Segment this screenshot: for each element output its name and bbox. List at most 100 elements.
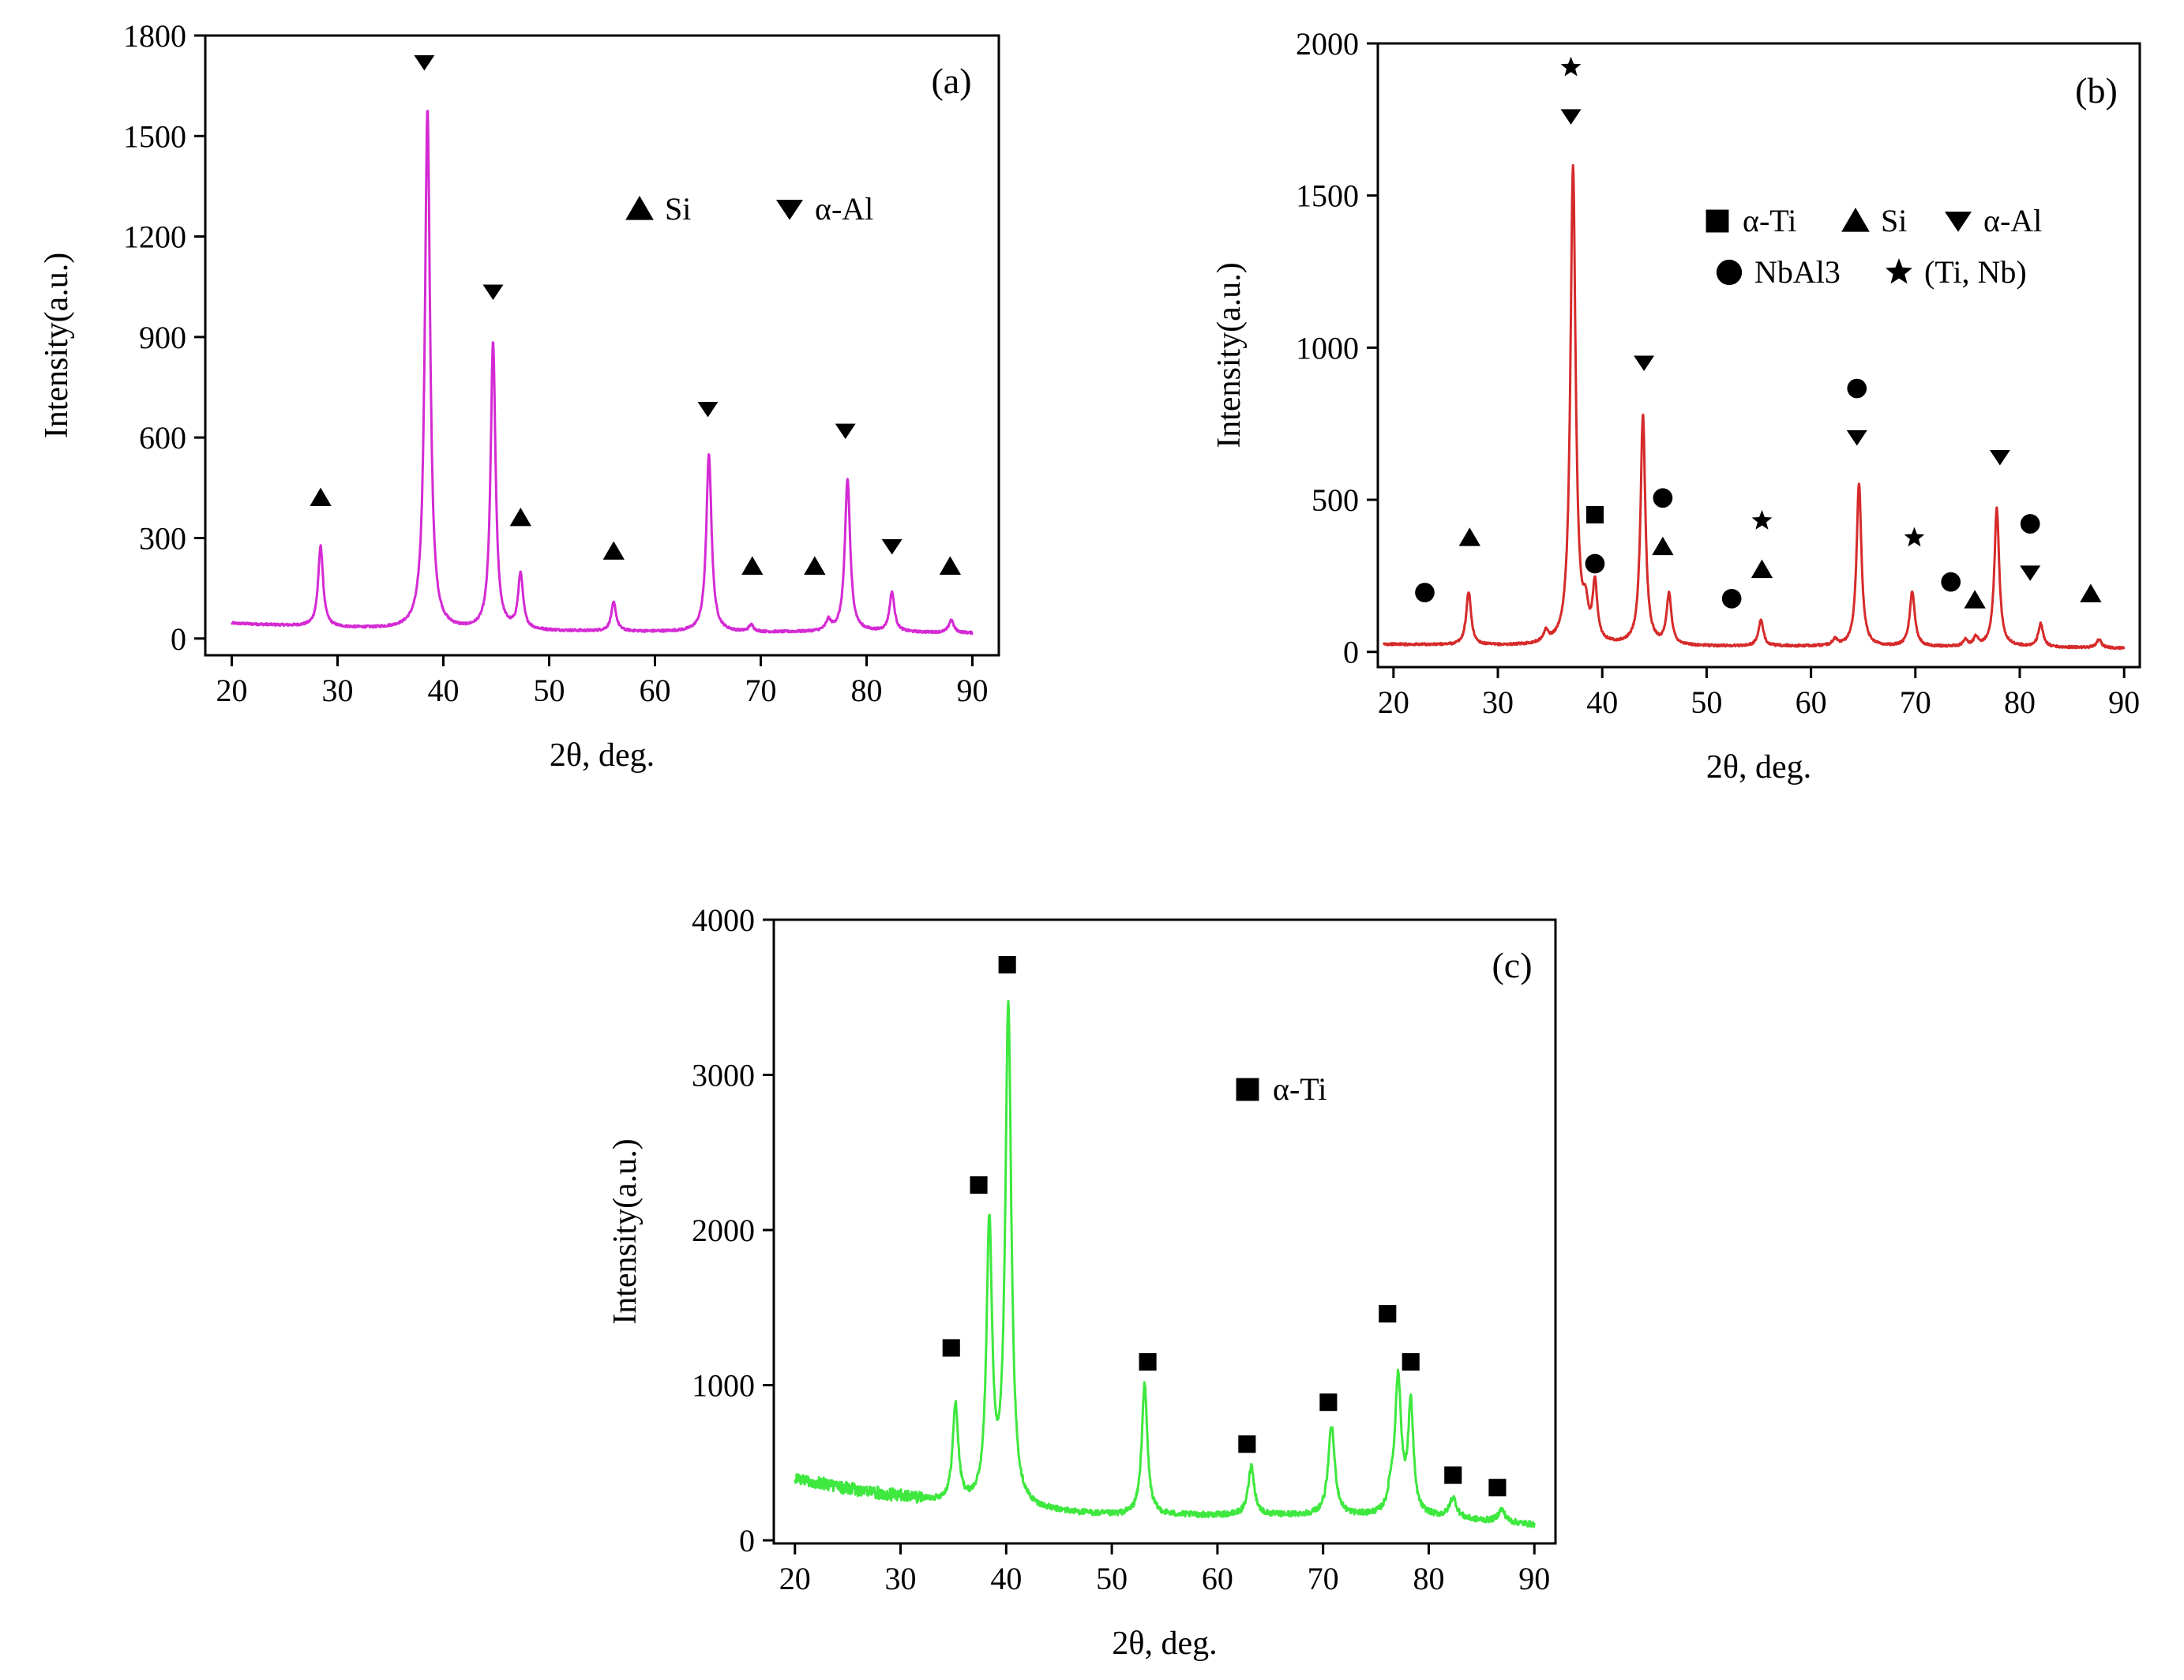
legend-label: α-Ti (1743, 203, 1796, 238)
x-axis-title: 2θ, deg. (1112, 1626, 1217, 1662)
square-marker (1319, 1393, 1338, 1412)
star-marker (1904, 527, 1925, 547)
legend-label: Si (665, 191, 691, 227)
triangle-down-marker (881, 538, 902, 555)
triangle-up-marker (1652, 536, 1674, 556)
square-marker (970, 1176, 988, 1194)
plot-frame (772, 918, 1557, 1545)
x-tick-label: 90 (2108, 684, 2140, 720)
square-marker (1444, 1466, 1462, 1484)
triangle-up-marker (1458, 527, 1480, 546)
triangle-down-marker (697, 402, 719, 418)
xrd-spectrum-line (231, 110, 974, 636)
panel-c: 20 30 40 50 60 70 80 90 0 1000 2000 3000 4000 2θ, deg… (607, 902, 1557, 1662)
y-tick-label: 600 (139, 420, 186, 456)
x-tick-label: 40 (1586, 684, 1618, 720)
circle-marker (1721, 588, 1742, 609)
circle-marker (1941, 572, 1961, 592)
triangle-down-marker (1846, 429, 1867, 446)
x-tick-label: 30 (1482, 684, 1514, 720)
x-tick-label: 50 (1096, 1561, 1128, 1596)
y-tick-label: 1800 (123, 18, 186, 54)
circle-marker (2020, 514, 2040, 534)
x-tick-label: 70 (745, 673, 777, 708)
triangle-up-marker (509, 508, 531, 527)
x-tick-label: 80 (1413, 1561, 1444, 1596)
square-marker (1139, 1353, 1157, 1371)
panel-label: (a) (931, 61, 971, 101)
x-tick-label: 60 (1202, 1561, 1233, 1596)
triangle-up-marker (625, 196, 654, 220)
panel-label: (b) (2075, 70, 2118, 111)
triangle-up-marker (804, 556, 826, 575)
triangle-up-marker (1751, 559, 1773, 579)
square-marker (1402, 1353, 1420, 1371)
x-tick-label: 40 (428, 673, 460, 708)
y-tick-label: 4000 (692, 902, 755, 938)
x-tick-label: 70 (1900, 684, 1931, 720)
legend-label: (Ti, Nb) (1924, 254, 2027, 290)
triangle-down-marker (414, 54, 435, 71)
y-tick-label: 300 (139, 520, 186, 556)
triangle-up-marker (939, 556, 962, 575)
x-tick-label: 30 (885, 1561, 917, 1596)
triangle-up-marker (602, 541, 625, 560)
y-tick-label: 1500 (123, 118, 186, 154)
legend-label: α-Al (1983, 203, 2042, 238)
circle-marker (1653, 488, 1673, 508)
x-tick-label: 50 (534, 673, 565, 708)
triangle-down-marker (1989, 449, 2010, 466)
square-marker (998, 955, 1016, 974)
y-tick-label: 1000 (692, 1368, 755, 1404)
triangle-up-marker (310, 487, 332, 506)
triangle-up-marker (1964, 590, 1986, 609)
x-tick-label: 70 (1308, 1561, 1339, 1596)
plot-frame (204, 34, 1000, 657)
y-tick-label: 1000 (1296, 330, 1359, 366)
x-tick-label: 60 (1796, 684, 1827, 720)
x-axis-title: 2θ, deg. (1706, 749, 1811, 786)
square-marker (1238, 1435, 1256, 1453)
triangle-down-marker (1634, 355, 1655, 372)
x-tick-label: 90 (957, 673, 989, 708)
x-axis-title: 2θ, deg. (550, 737, 655, 774)
triangle-down-marker (835, 423, 856, 440)
y-tick-label: 1200 (123, 219, 186, 255)
x-tick-label: 80 (851, 673, 883, 708)
y-tick-label: 500 (1312, 482, 1359, 518)
x-tick-label: 20 (779, 1561, 811, 1596)
y-axis-title: Intensity(a.u.) (1211, 262, 1248, 448)
y-tick-label: 0 (739, 1523, 755, 1558)
triangle-down-marker (2020, 565, 2041, 581)
square-marker (1706, 209, 1729, 233)
legend-label: α-Al (815, 191, 873, 227)
square-marker (1236, 1078, 1259, 1101)
panel-label: (c) (1492, 945, 1532, 985)
y-tick-label: 3000 (692, 1058, 755, 1093)
circle-marker (1415, 583, 1435, 602)
square-marker (1585, 505, 1604, 524)
x-tick-label: 30 (322, 673, 354, 708)
triangle-down-marker (776, 200, 803, 220)
plot-frame (1376, 42, 2141, 669)
panel-b: 20 30 40 50 60 70 80 90 0 500 1000 1500 2000 2θ, deg.… (1211, 26, 2141, 786)
y-tick-label: 0 (171, 621, 186, 657)
legend-label: Si (1881, 203, 1907, 238)
y-tick-label: 1500 (1296, 178, 1359, 214)
triangle-up-marker (741, 556, 764, 575)
y-tick-label: 900 (139, 320, 186, 355)
x-tick-label: 80 (2004, 684, 2036, 720)
circle-marker (1847, 378, 1867, 399)
square-marker (1379, 1305, 1397, 1323)
xrd-spectrum-line (794, 999, 1536, 1528)
triangle-up-marker (1841, 208, 1870, 232)
x-tick-label: 50 (1691, 684, 1722, 720)
x-tick-label: 20 (1378, 684, 1409, 720)
y-tick-label: 0 (1343, 635, 1359, 670)
triangle-down-marker (1945, 212, 1972, 232)
y-tick-label: 2000 (1296, 26, 1359, 62)
star-marker (1886, 258, 1912, 284)
x-tick-label: 20 (216, 673, 248, 708)
y-axis-title: Intensity(a.u.) (607, 1138, 644, 1325)
